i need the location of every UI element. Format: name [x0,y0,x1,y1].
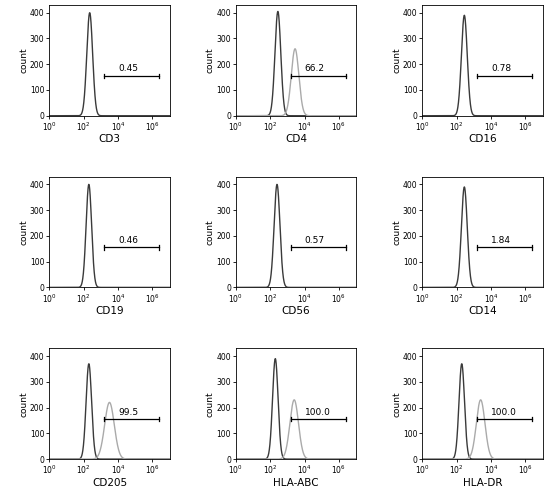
Y-axis label: count: count [206,47,215,73]
X-axis label: HLA-ABC: HLA-ABC [273,478,319,488]
X-axis label: CD16: CD16 [468,134,496,144]
Text: 66.2: 66.2 [305,64,324,73]
Y-axis label: count: count [19,219,28,245]
Y-axis label: count: count [392,219,401,245]
Text: 1.84: 1.84 [491,236,511,245]
Text: 99.5: 99.5 [118,408,138,417]
Text: 100.0: 100.0 [305,408,330,417]
X-axis label: CD19: CD19 [95,306,124,316]
Y-axis label: count: count [392,47,401,73]
X-axis label: CD205: CD205 [92,478,127,488]
Y-axis label: count: count [206,391,215,417]
Text: 0.57: 0.57 [305,236,324,245]
X-axis label: CD56: CD56 [282,306,310,316]
Y-axis label: count: count [206,219,215,245]
Y-axis label: count: count [392,391,401,417]
Text: 0.78: 0.78 [491,64,511,73]
X-axis label: CD14: CD14 [468,306,496,316]
Y-axis label: count: count [19,391,28,417]
Text: 0.45: 0.45 [118,64,138,73]
Y-axis label: count: count [19,47,28,73]
Text: 0.46: 0.46 [118,236,138,245]
X-axis label: HLA-DR: HLA-DR [463,478,502,488]
X-axis label: CD4: CD4 [285,134,307,144]
Text: 100.0: 100.0 [491,408,517,417]
X-axis label: CD3: CD3 [99,134,121,144]
